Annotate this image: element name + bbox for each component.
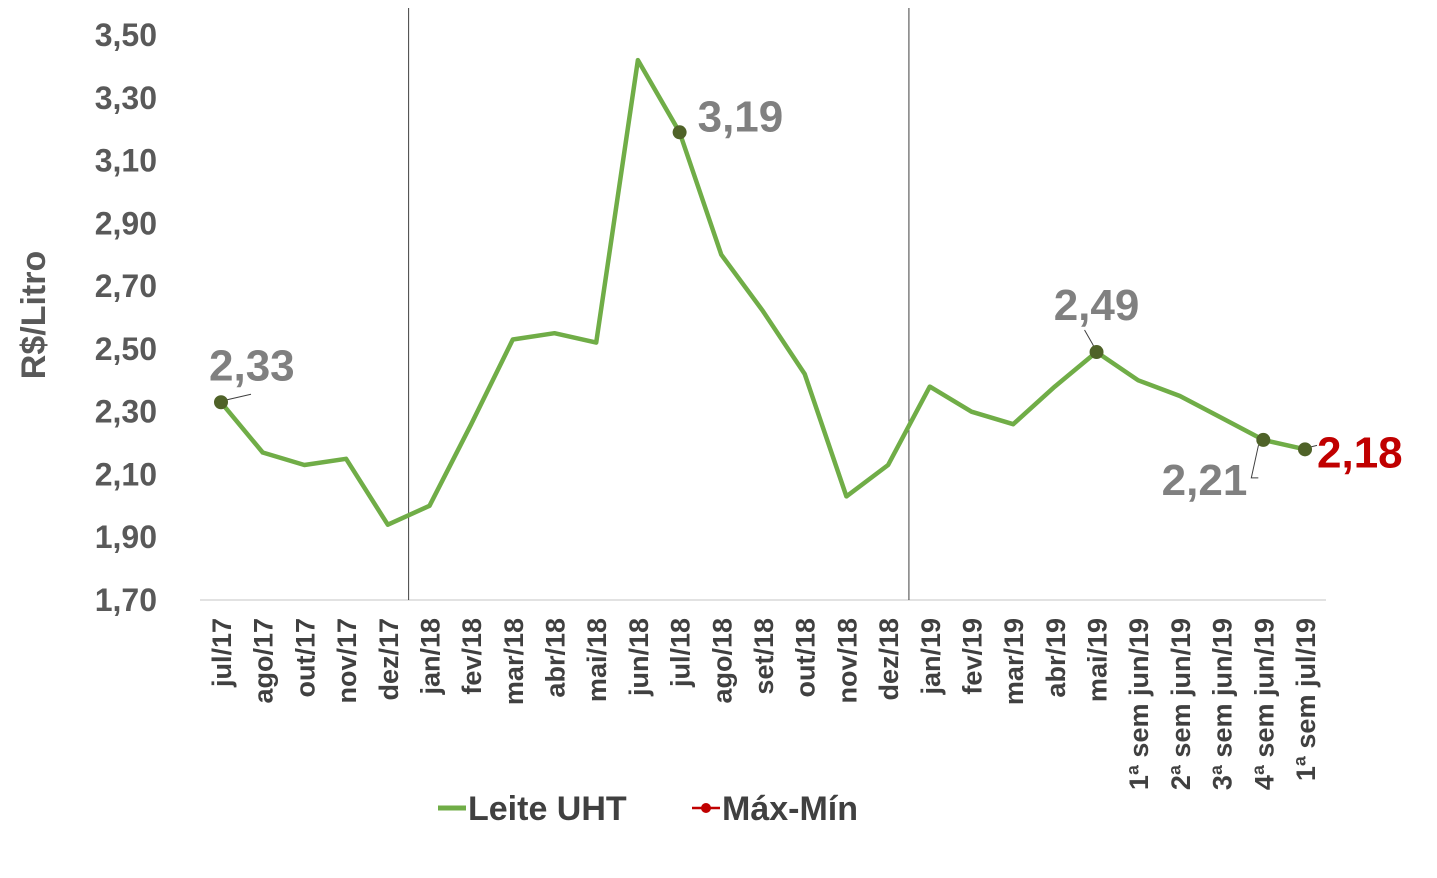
y-tick-label: 2,90 xyxy=(95,205,157,241)
x-tick-label: jul/18 xyxy=(666,618,696,688)
x-tick-label: fev/19 xyxy=(957,618,987,695)
x-tick-label: jan/18 xyxy=(415,618,445,696)
data-point-marker xyxy=(672,125,687,140)
y-tick-label: 2,30 xyxy=(95,394,157,430)
x-tick-label: ago/18 xyxy=(707,618,737,704)
data-point-marker xyxy=(1256,432,1271,447)
x-tick-label: fev/18 xyxy=(457,618,487,695)
axes: 1,70 1,90 2,10 2,30 2,50 2,70 2,90 3,10 3,30 3,50… xyxy=(95,8,1326,790)
x-tick-label: nov/17 xyxy=(332,618,362,704)
x-tick-label: 1ª sem jun/19 xyxy=(1124,618,1154,790)
x-tick-label: 2ª sem jun/19 xyxy=(1166,618,1196,790)
data-label: 2,49 xyxy=(1054,281,1140,330)
data-label: 2,33 xyxy=(209,341,295,390)
data-label: 3,19 xyxy=(698,92,784,141)
legend-swatch-max-min-marker xyxy=(701,803,711,813)
data-point-marker xyxy=(214,395,228,410)
y-tick-label: 3,10 xyxy=(95,143,157,179)
legend-label-max-min: Máx-Mín xyxy=(722,790,858,828)
x-tick-label: mai/19 xyxy=(1083,618,1113,702)
x-tick-label: dez/17 xyxy=(374,618,404,701)
data-label: 2,18 xyxy=(1317,428,1403,477)
y-axis-label: R$/Litro xyxy=(15,251,53,379)
x-tick-label: jun/18 xyxy=(624,618,654,697)
y-tick-label: 3,50 xyxy=(95,17,157,53)
legend: Leite UHT Máx-Mín xyxy=(438,790,858,828)
x-tick-label: nov/18 xyxy=(832,618,862,704)
y-tick-label: 2,50 xyxy=(95,331,157,367)
y-tick-label: 2,70 xyxy=(95,268,157,304)
x-tick-label: out/18 xyxy=(791,618,821,698)
x-tick-label: jan/19 xyxy=(916,618,946,696)
x-tick-label: ago/17 xyxy=(249,618,279,704)
x-tick-label: dez/18 xyxy=(874,618,904,701)
series-layer xyxy=(218,57,1308,527)
y-tick-label: 2,10 xyxy=(95,456,157,492)
x-tick-label: abr/18 xyxy=(541,618,571,698)
y-tick-label: 3,30 xyxy=(95,80,157,116)
series-line-leite-uht xyxy=(218,57,1308,527)
y-tick-label: 1,90 xyxy=(95,519,157,555)
legend-label-leite-uht: Leite UHT xyxy=(468,790,627,828)
x-tick-label: 3ª sem jun/19 xyxy=(1208,618,1238,790)
x-tick-label: mai/18 xyxy=(582,618,612,702)
x-tick-label: jul/17 xyxy=(207,618,237,688)
data-point-marker xyxy=(1298,442,1312,457)
y-tick-label: 1,70 xyxy=(95,582,157,618)
data-point-marker xyxy=(1089,345,1104,360)
x-tick-label: 4ª sem jun/19 xyxy=(1249,618,1279,790)
x-tick-label: set/18 xyxy=(749,618,779,695)
annotation-layer: 2,33 3,19 2,49 2,21 2,18 xyxy=(209,92,1403,505)
x-tick-label: mar/18 xyxy=(499,618,529,705)
x-tick-label: mar/19 xyxy=(999,618,1029,705)
x-tick-label: out/17 xyxy=(290,618,320,698)
x-tick-label: abr/19 xyxy=(1041,618,1071,698)
data-label: 2,21 xyxy=(1162,456,1248,505)
x-tick-label: 1ª sem jul/19 xyxy=(1291,618,1321,781)
